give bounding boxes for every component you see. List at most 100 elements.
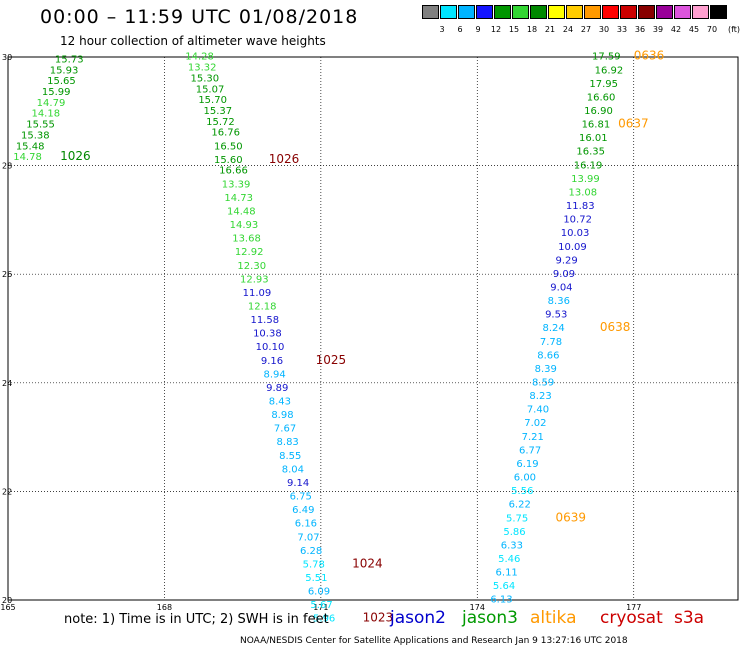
data-label: 13.99 <box>571 174 600 185</box>
y-tick-label: 24 <box>2 379 12 388</box>
data-label: 15.30 <box>191 73 220 84</box>
data-label: 16.35 <box>576 147 605 158</box>
color-label: 15 <box>508 25 520 34</box>
x-tick-label: 177 <box>626 603 641 612</box>
data-label: 6.09 <box>308 587 330 598</box>
y-tick-label: 20 <box>2 596 12 605</box>
data-label: 10.10 <box>256 342 285 353</box>
data-label: 13.08 <box>569 187 598 198</box>
data-label: 15.73 <box>55 54 84 65</box>
data-label: 9.04 <box>550 282 572 293</box>
color-swatch <box>530 5 547 19</box>
color-swatch <box>548 5 565 19</box>
data-label: 7.07 <box>297 532 319 543</box>
data-label: 13.68 <box>232 234 261 245</box>
data-label: 9.29 <box>556 255 578 266</box>
data-label: 16.92 <box>595 65 624 76</box>
data-label: 9.53 <box>545 310 567 321</box>
color-label: 12 <box>490 25 502 34</box>
data-label: 8.36 <box>548 296 570 307</box>
data-label: 16.01 <box>579 133 608 144</box>
color-label: 36 <box>634 25 646 34</box>
data-label: 15.99 <box>42 87 71 98</box>
time-label: 0636 <box>634 49 665 63</box>
x-tick-label: 168 <box>157 603 172 612</box>
y-tick-label: 22 <box>2 487 12 496</box>
color-swatch <box>674 5 691 19</box>
data-label: 13.32 <box>188 63 217 74</box>
data-label: 10.03 <box>561 228 590 239</box>
time-label: 0639 <box>556 510 587 524</box>
color-swatch <box>710 5 727 19</box>
color-label: 39 <box>652 25 664 34</box>
data-label: 8.43 <box>269 397 291 408</box>
data-label: 8.98 <box>271 410 293 421</box>
data-label: 11.83 <box>566 201 595 212</box>
data-label: 10.72 <box>563 215 592 226</box>
data-label: 14.93 <box>230 220 259 231</box>
color-label: 9 <box>475 25 481 34</box>
data-label: 15.37 <box>204 106 233 117</box>
data-label: 5.67 <box>310 600 332 611</box>
data-label: 17.95 <box>589 79 618 90</box>
data-label: 5.86 <box>503 527 525 538</box>
color-label: 18 <box>526 25 538 34</box>
footer-credit: NOAA/NESDIS Center for Satellite Applica… <box>240 636 628 646</box>
data-label: 8.83 <box>277 437 299 448</box>
data-label: 12.92 <box>235 247 264 258</box>
data-label: 6.75 <box>290 492 312 503</box>
data-label: 12.30 <box>237 261 266 272</box>
data-label: 6.28 <box>300 546 322 557</box>
data-label: 15.48 <box>16 141 45 152</box>
data-label: 6.49 <box>292 505 314 516</box>
data-label: 6.22 <box>509 500 531 511</box>
color-swatch <box>476 5 493 19</box>
x-tick-label: 171 <box>313 603 328 612</box>
data-label: 6.19 <box>516 459 538 470</box>
data-label: 15.07 <box>196 84 225 95</box>
data-label: 12.18 <box>248 301 277 312</box>
page-subtitle: 12 hour collection of altimeter wave hei… <box>60 34 326 48</box>
data-label: 15.55 <box>26 120 55 131</box>
note-text: note: 1) Time is in UTC; 2) SWH is in fe… <box>64 612 329 627</box>
time-label: 1024 <box>352 556 383 570</box>
data-label: 15.65 <box>47 76 76 87</box>
color-swatch <box>440 5 457 19</box>
color-label: 33 <box>616 25 628 34</box>
color-label: 30 <box>598 25 610 34</box>
color-label: 45 <box>688 25 700 34</box>
x-tick-label: 165 <box>0 603 15 612</box>
data-label: 16.50 <box>214 141 243 152</box>
data-label: 12.93 <box>240 274 269 285</box>
data-label: 15.60 <box>214 155 243 166</box>
time-label: 1025 <box>316 353 347 367</box>
data-label: 16.19 <box>574 160 603 171</box>
color-swatch <box>422 5 439 19</box>
color-label: 24 <box>562 25 574 34</box>
data-label: 15.70 <box>198 95 227 106</box>
data-label: 8.55 <box>279 451 301 462</box>
color-label: 21 <box>544 25 556 34</box>
y-tick-label: 26 <box>2 270 12 279</box>
data-label: 10.38 <box>253 329 282 340</box>
color-swatch <box>494 5 511 19</box>
data-label: 7.40 <box>527 405 549 416</box>
data-label: 5.75 <box>506 513 528 524</box>
color-label: 27 <box>580 25 592 34</box>
x-tick-label: 174 <box>470 603 485 612</box>
satellite-legend-item: cryosat <box>600 608 663 628</box>
data-label: 7.21 <box>522 432 544 443</box>
data-label: 16.60 <box>587 92 616 103</box>
plot-frame <box>7 56 739 601</box>
data-label: 14.18 <box>31 109 60 120</box>
color-label: 6 <box>457 25 463 34</box>
data-label: 11.09 <box>243 288 272 299</box>
data-label: 8.23 <box>529 391 551 402</box>
y-tick-label: 28 <box>2 162 12 171</box>
data-label: 8.59 <box>532 378 554 389</box>
time-label: 1023 <box>363 611 394 625</box>
time-label: 0638 <box>600 320 631 334</box>
data-label: 9.89 <box>266 383 288 394</box>
color-swatch <box>512 5 529 19</box>
